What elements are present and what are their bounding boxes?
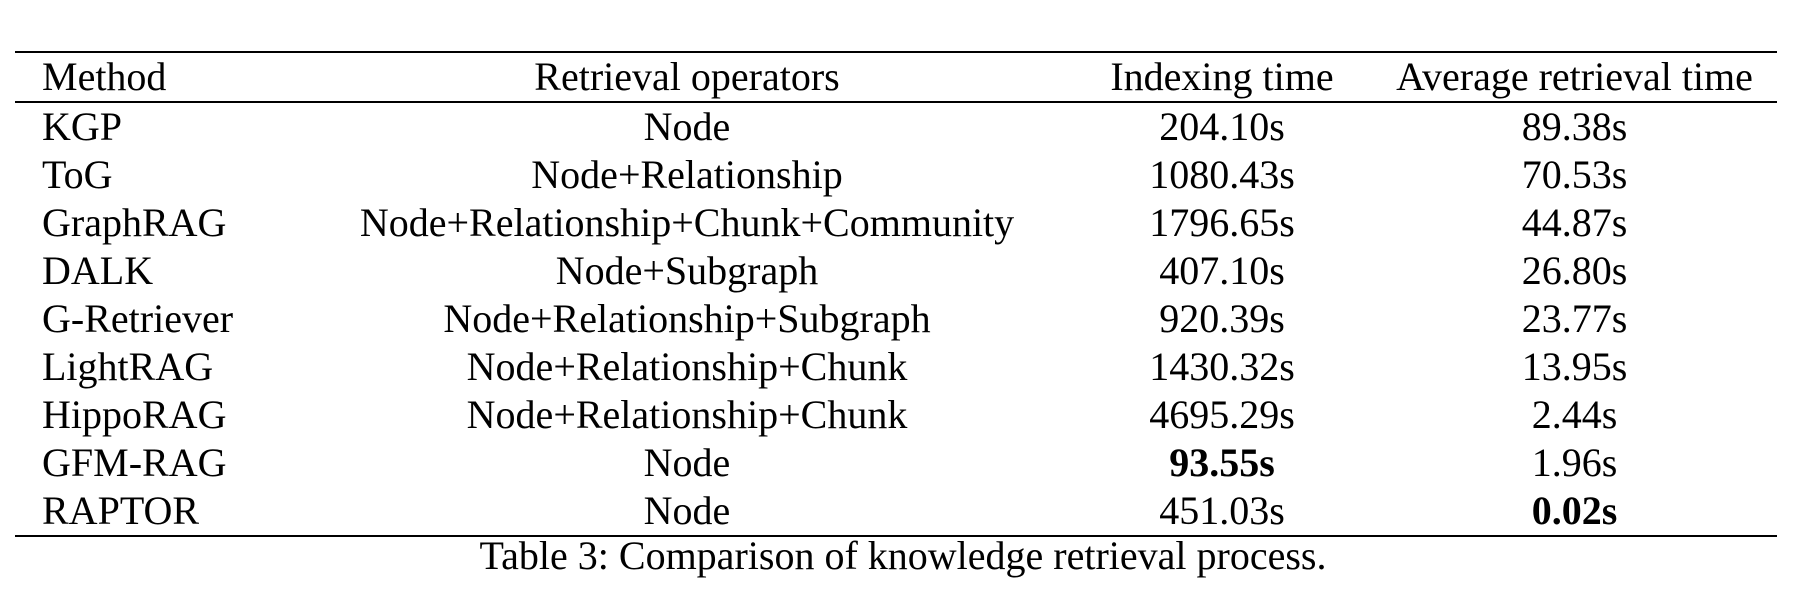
table-header: Method Retrieval operators Indexing time… <box>15 52 1777 102</box>
cell-retrieval-time: 70.53s <box>1521 152 1628 197</box>
header-indexing-time: Indexing time <box>1110 54 1334 99</box>
cell-retrieval-time: 2.44s <box>1531 392 1618 437</box>
cell-operators: Node <box>643 440 731 485</box>
cell-method: RAPTOR <box>42 488 200 533</box>
table-body: KGP Node 204.10s 89.38s ToG Node+Relatio… <box>15 102 1777 536</box>
cell-indexing-time: 1080.43s <box>1149 152 1295 197</box>
cell-indexing-time: 451.03s <box>1159 488 1285 533</box>
table-row: GFM-RAG Node 93.55s 1.96s <box>15 439 1777 487</box>
cell-operators: Node <box>643 104 731 149</box>
table-row: RAPTOR Node 451.03s 0.02s <box>15 487 1777 536</box>
cell-operators: Node <box>643 488 731 533</box>
table-row: ToG Node+Relationship 1080.43s 70.53s <box>15 151 1777 199</box>
cell-retrieval-time: 89.38s <box>1521 104 1628 149</box>
cell-indexing-time: 1430.32s <box>1149 344 1295 389</box>
table-row: HippoRAG Node+Relationship+Chunk 4695.29… <box>15 391 1777 439</box>
cell-indexing-time: 920.39s <box>1159 296 1285 341</box>
cell-indexing-time: 204.10s <box>1159 104 1285 149</box>
cell-retrieval-time: 26.80s <box>1521 248 1628 293</box>
header-row: Method Retrieval operators Indexing time… <box>15 52 1777 102</box>
cell-indexing-time: 407.10s <box>1159 248 1285 293</box>
table-caption: Table 3: Comparison of knowledge retriev… <box>479 533 1327 578</box>
cell-operators: Node+Relationship+Subgraph <box>443 296 931 341</box>
cell-method: KGP <box>42 104 123 149</box>
cell-retrieval-time: 13.95s <box>1521 344 1628 389</box>
results-table: Method Retrieval operators Indexing time… <box>15 51 1777 537</box>
cell-method: DALK <box>42 248 154 293</box>
cell-retrieval-time: 1.96s <box>1531 440 1618 485</box>
cell-method: LightRAG <box>42 344 214 389</box>
cell-operators: Node+Relationship <box>531 152 843 197</box>
cell-method: GraphRAG <box>42 200 227 245</box>
table-row: GraphRAG Node+Relationship+Chunk+Communi… <box>15 199 1777 247</box>
table-row: G-Retriever Node+Relationship+Subgraph 9… <box>15 295 1777 343</box>
table-row: DALK Node+Subgraph 407.10s 26.80s <box>15 247 1777 295</box>
cell-indexing-time: 93.55s <box>1169 440 1275 485</box>
cell-retrieval-time: 0.02s <box>1531 488 1618 533</box>
cell-retrieval-time: 23.77s <box>1521 296 1628 341</box>
results-table-container: Method Retrieval operators Indexing time… <box>15 51 1777 537</box>
header-retrieval-operators: Retrieval operators <box>534 54 840 99</box>
cell-method: G-Retriever <box>42 296 234 341</box>
cell-retrieval-time: 44.87s <box>1521 200 1628 245</box>
table-row: KGP Node 204.10s 89.38s <box>15 102 1777 151</box>
header-method: Method <box>42 54 167 99</box>
cell-operators: Node+Subgraph <box>555 248 819 293</box>
cell-indexing-time: 1796.65s <box>1149 200 1295 245</box>
cell-operators: Node+Relationship+Chunk <box>466 392 908 437</box>
header-average-retrieval-time: Average retrieval time <box>1396 54 1753 99</box>
cell-indexing-time: 4695.29s <box>1149 392 1295 437</box>
cell-operators: Node+Relationship+Chunk+Community <box>359 200 1015 245</box>
cell-method: ToG <box>42 152 113 197</box>
table-row: LightRAG Node+Relationship+Chunk 1430.32… <box>15 343 1777 391</box>
cell-operators: Node+Relationship+Chunk <box>466 344 908 389</box>
cell-method: GFM-RAG <box>42 440 227 485</box>
cell-method: HippoRAG <box>42 392 227 437</box>
